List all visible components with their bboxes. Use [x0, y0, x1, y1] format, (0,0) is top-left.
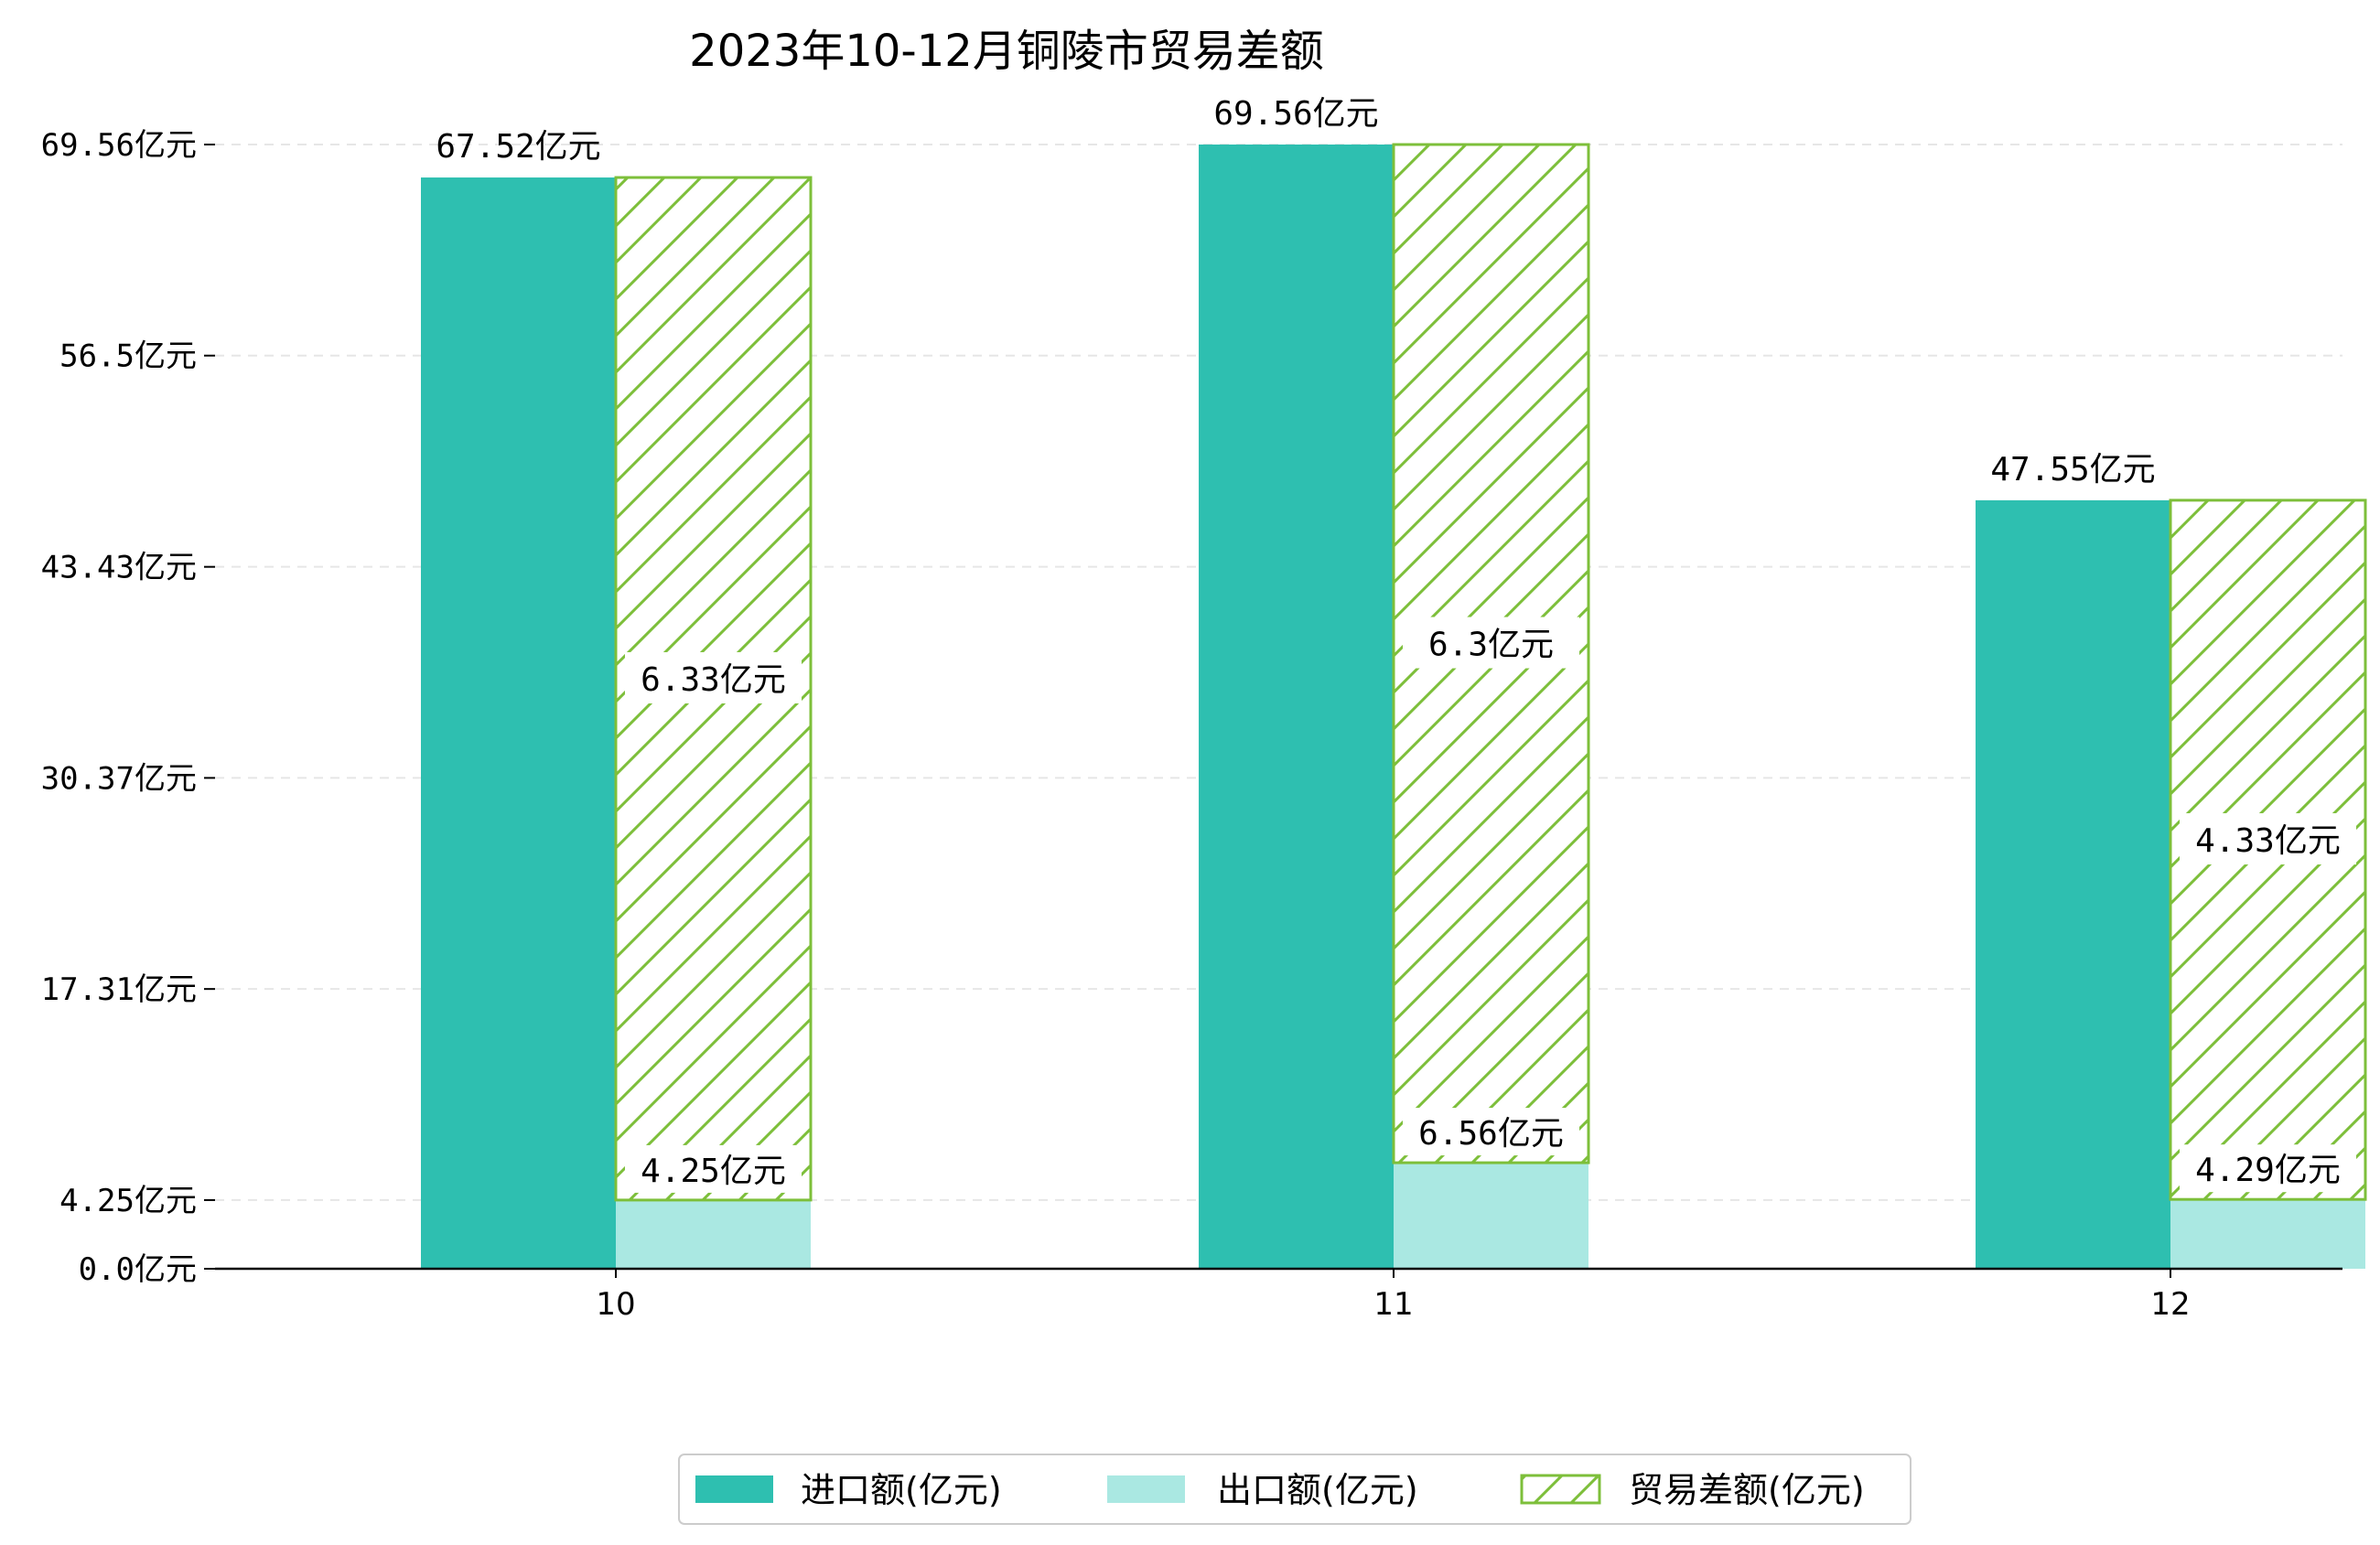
- y-tick-label: 56.5亿元: [59, 338, 197, 375]
- y-tick-label: 43.43亿元: [41, 550, 197, 586]
- export-label-bg: [2180, 1144, 2356, 1193]
- balance-data-label: 6.3亿元: [1428, 627, 1554, 664]
- y-tick-label: 69.56亿元: [41, 127, 197, 164]
- data-labels-layer: 67.52亿元 4.25亿元 6.33亿元 69.56亿元 6.56亿元 6.3亿元 47.…: [436, 95, 2356, 1193]
- bars-layer: [421, 143, 2367, 1270]
- legend-label: 贸易差额(亿元): [1629, 1470, 1865, 1510]
- import-data-label: 67.52亿元: [436, 128, 600, 166]
- legend-label: 进口额(亿元): [801, 1470, 1002, 1510]
- import-bar: [421, 177, 616, 1270]
- export-bar: [2170, 1199, 2365, 1269]
- x-tick-label: 12: [2150, 1286, 2190, 1323]
- y-tick-label: 4.25亿元: [59, 1183, 197, 1219]
- import-data-label: 69.56亿元: [1213, 95, 1378, 133]
- balance-label-bg: [1403, 617, 1579, 669]
- chart-title: 2023年10-12月铜陵市贸易差额: [689, 26, 1324, 77]
- export-data-label: 6.56亿元: [1418, 1115, 1564, 1153]
- balance-data-label: 4.33亿元: [2195, 822, 2341, 860]
- export-bar: [616, 1199, 811, 1269]
- x-tick-label: 11: [1373, 1286, 1413, 1323]
- legend-swatch: [695, 1475, 773, 1503]
- export-data-label: 4.25亿元: [641, 1153, 786, 1190]
- x-tick-label: 10: [596, 1286, 635, 1323]
- legend-swatch: [1520, 1474, 1601, 1505]
- legend-label: 出口额(亿元): [1217, 1470, 1418, 1510]
- import-bar: [1976, 499, 2170, 1269]
- import-bar: [1199, 145, 1394, 1269]
- export-bar: [1394, 1163, 1588, 1269]
- import-data-label: 47.55亿元: [1990, 451, 2155, 488]
- y-tick-label: 30.37亿元: [41, 760, 197, 797]
- balance-label-bg: [2180, 813, 2356, 865]
- balance-data-label: 6.33亿元: [641, 661, 786, 699]
- export-label-bg: [625, 1144, 802, 1193]
- export-data-label: 4.29亿元: [2195, 1152, 2341, 1189]
- legend-swatch: [1107, 1475, 1185, 1503]
- legend-box: [678, 1454, 1912, 1525]
- legend: 进口额(亿元) 出口额(亿元) 贸易差额(亿元): [678, 1454, 1912, 1525]
- export-label-bg: [1403, 1108, 1579, 1156]
- balance-label-bg: [625, 651, 802, 703]
- y-tick-label: 0.0亿元: [79, 1251, 197, 1288]
- axis-layer: 0.0亿元 4.25亿元 17.31亿元 30.37亿元 43.43亿元 56.5亿元 69…: [41, 127, 2342, 1323]
- y-tick-label: 17.31亿元: [41, 971, 197, 1008]
